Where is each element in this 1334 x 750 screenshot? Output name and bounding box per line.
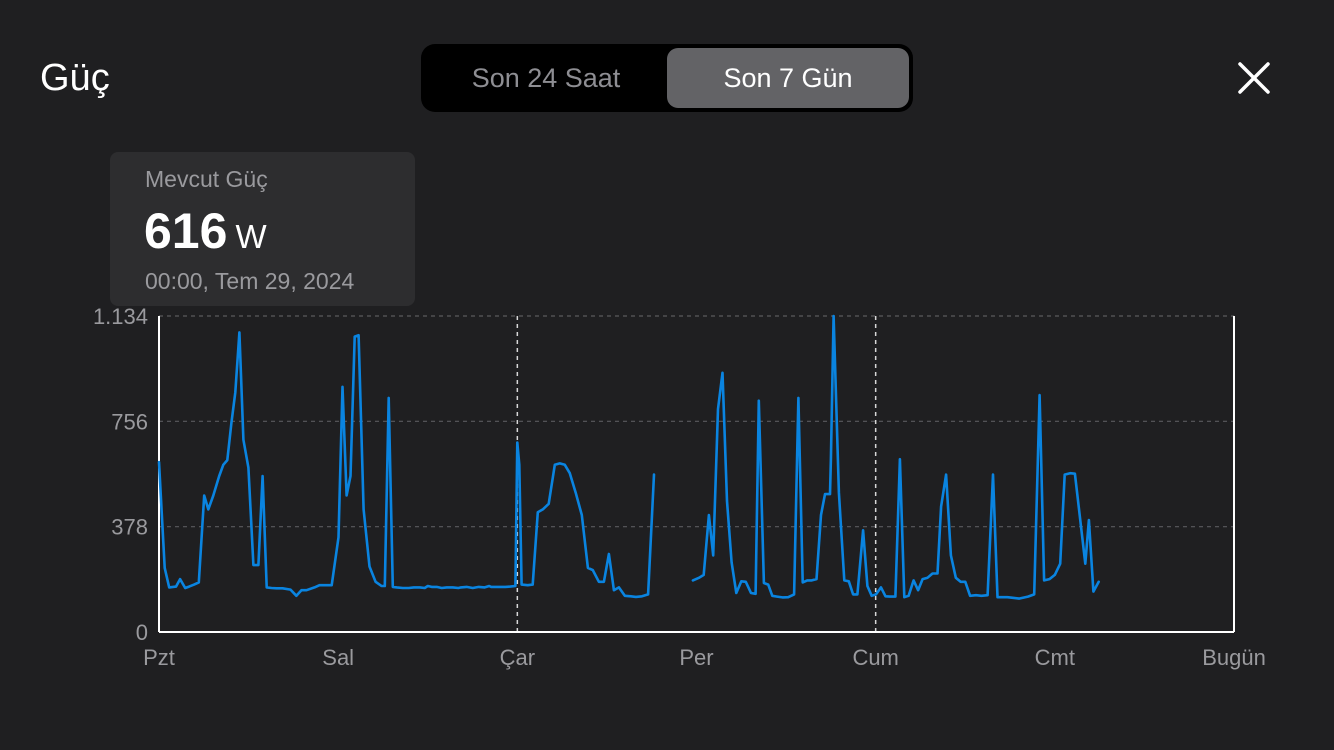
tooltip-value: 616 — [144, 203, 228, 259]
time-range-segmented-control: Son 24 Saat Son 7 Gün — [421, 44, 913, 112]
x-tick-label: Cum — [852, 645, 898, 670]
page-title: Güç — [40, 57, 110, 99]
x-tick-label: Çar — [500, 645, 535, 670]
current-power-tooltip: Mevcut Güç 616 W 00:00, Tem 29, 2024 — [110, 152, 415, 306]
tooltip-value-row: 616 W — [144, 202, 267, 260]
x-tick-label: Sal — [322, 645, 354, 670]
y-tick-label: 1.134 — [93, 304, 148, 329]
x-tick-label: Bugün — [1202, 645, 1266, 670]
tooltip-label: Mevcut Güç — [145, 166, 268, 192]
close-icon — [1238, 62, 1270, 94]
y-tick-label: 378 — [111, 515, 148, 540]
y-tick-label: 0 — [136, 620, 148, 645]
power-series-line-segment-0 — [157, 331, 656, 599]
tooltip-unit: W — [235, 218, 267, 255]
x-tick-label: Cmt — [1035, 645, 1075, 670]
tooltip-date: 00:00, Tem 29, 2024 — [145, 268, 355, 294]
x-tick-label: Pzt — [143, 645, 175, 670]
tab-last-7-days[interactable]: Son 7 Gün — [667, 48, 909, 108]
tab-last-24-hours[interactable]: Son 24 Saat — [471, 62, 621, 93]
power-series-line-segment-1 — [691, 314, 1100, 600]
y-tick-label: 756 — [111, 409, 148, 434]
x-tick-label: Per — [679, 645, 713, 670]
close-button[interactable] — [1236, 60, 1272, 96]
